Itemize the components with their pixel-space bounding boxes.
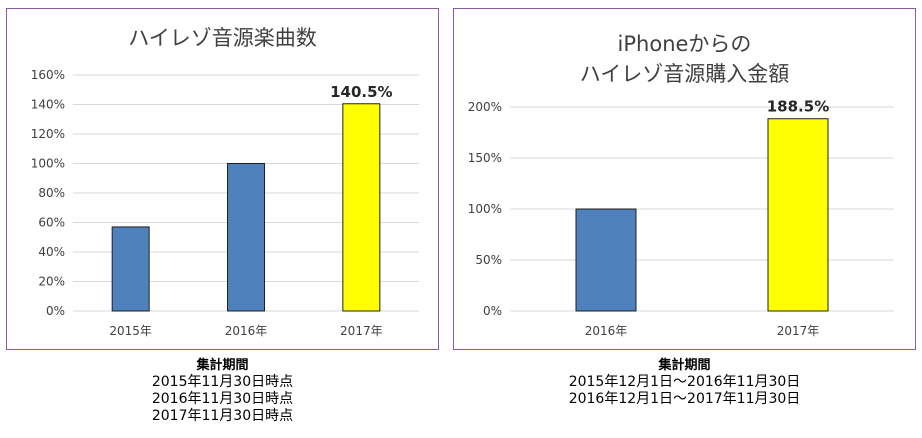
y-tick-label: 100% [31, 157, 65, 171]
y-tick-label: 140% [31, 98, 65, 112]
y-tick-label: 60% [38, 216, 65, 230]
chart-panel-purchase-amount: iPhoneからの ハイレゾ音源購入金額 0% 50% 100% 150% 200% 20… [453, 8, 916, 350]
x-tick-label: 2017年 [777, 324, 820, 338]
chart-panel-song-count: ハイレゾ音源楽曲数 0% 20% 40% 60% 80% 100% 120% 140% 160%… [6, 8, 439, 350]
bar-chart: 0% 20% 40% 60% 80% 100% 120% 140% 160% 2015年 2016年… [31, 68, 419, 338]
y-tick-label: 100% [468, 202, 502, 216]
y-tick-label: 120% [31, 127, 65, 141]
y-tick-label: 20% [38, 275, 65, 289]
period-caption: 集計期間 2015年11月30日時点 2016年11月30日時点 2017年11… [6, 357, 439, 425]
chart-title-line2: ハイレゾ音源購入金額 [579, 62, 790, 86]
data-label: 140.5% [330, 83, 392, 101]
bar [342, 103, 381, 312]
y-tick-label: 200% [468, 100, 502, 114]
chart-title-text: ハイレゾ音源楽曲数 [128, 26, 317, 50]
bar [227, 163, 265, 312]
caption-line: 2017年11月30日時点 [151, 408, 294, 424]
x-tick-label: 2016年 [225, 324, 268, 338]
chart-title: iPhoneからの ハイレゾ音源購入金額 [454, 29, 915, 89]
y-tick-label: 160% [31, 68, 65, 82]
x-tick-label: 2015年 [109, 324, 152, 338]
chart-title-line1: iPhoneからの [617, 32, 752, 56]
y-tick-label: 0% [46, 304, 65, 318]
chart-title: ハイレゾ音源楽曲数 [7, 23, 438, 53]
y-tick-label: 40% [38, 245, 65, 259]
y-tick-label: 50% [475, 253, 502, 267]
y-tick-label: 80% [38, 186, 65, 200]
caption-line: 2016年12月1日～2017年11月30日 [568, 391, 801, 407]
bar-chart: 0% 50% 100% 150% 200% 2016年 2017年 188.5% [468, 98, 894, 338]
bar [111, 226, 150, 312]
y-tick-label: 0% [483, 304, 502, 318]
bar [767, 118, 829, 312]
caption-heading: 集計期間 [196, 358, 249, 373]
y-tick-label: 150% [468, 151, 502, 165]
x-tick-label: 2016年 [585, 324, 628, 338]
caption-line: 2015年11月30日時点 [151, 374, 294, 390]
caption-heading: 集計期間 [658, 358, 711, 373]
caption-line: 2015年12月1日～2016年11月30日 [568, 374, 801, 390]
caption-line: 2016年11月30日時点 [151, 391, 294, 407]
period-caption: 集計期間 2015年12月1日～2016年11月30日 2016年12月1日～2… [453, 357, 916, 408]
x-tick-label: 2017年 [340, 324, 383, 338]
bar [575, 208, 637, 312]
data-label: 188.5% [767, 98, 829, 116]
